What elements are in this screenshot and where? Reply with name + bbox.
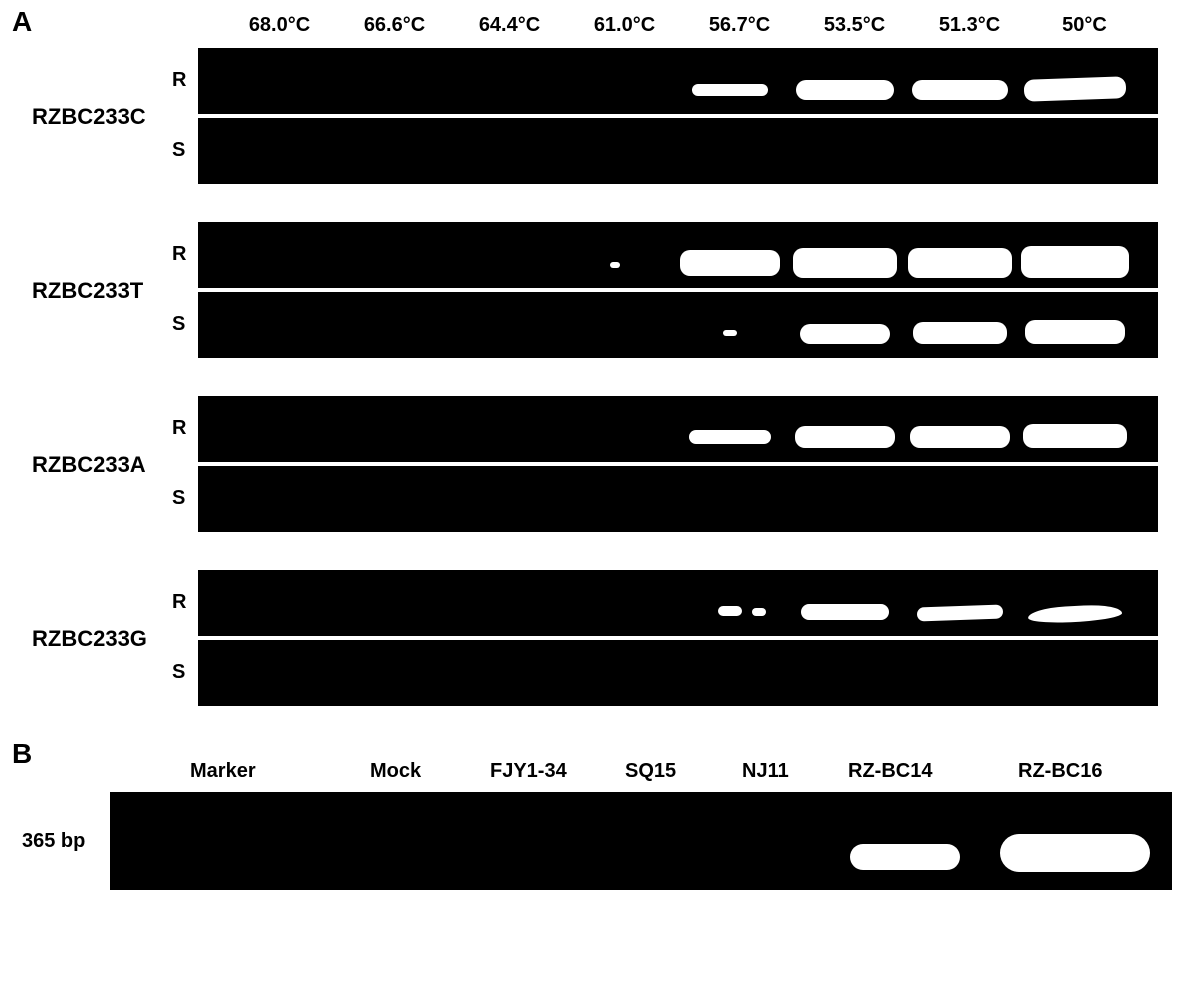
gel-band [916,605,1002,622]
gel-band [908,248,1012,278]
panel-a-label: A [12,6,32,38]
gel-divider [198,462,1158,466]
gel-divider [198,114,1158,118]
panel-a-column-headers: 68.0°C66.6°C64.4°C61.0°C56.7°C53.5°C51.3… [222,14,1142,37]
panel-a-col-header: 53.5°C [797,14,912,37]
gel-row-label: R [172,591,186,614]
panel-b-col-header: RZ-BC14 [848,760,932,783]
panel-b-size-label: 365 bp [22,830,85,853]
panel-a-col-header: 56.7°C [682,14,797,37]
gel-band [910,426,1010,448]
panel-b-col-header: SQ15 [625,760,676,783]
panel-b-col-header: FJY1-34 [490,760,567,783]
gel-row-label: R [172,69,186,92]
gel-divider [198,636,1158,640]
gel-group-label: RZBC233C [32,104,146,130]
gel-band [692,84,768,96]
gel-band [1023,76,1126,102]
gel-band [912,80,1008,100]
gel-group-label: RZBC233T [32,278,143,304]
panel-a-col-header: 51.3°C [912,14,1027,37]
gel-band [1027,604,1122,625]
panel-a-col-header: 64.4°C [452,14,567,37]
panel-b-column-headers: Marker Mock FJY1-34 SQ15 NJ11 RZ-BC14 RZ-BC16 [0,760,1203,784]
gel-row-label: S [172,487,185,510]
panel-b-col-header: Marker [190,760,256,783]
gel-band [752,608,766,616]
panel-b-gel [110,792,1172,890]
gel-band [801,604,889,620]
gel-group-label: RZBC233A [32,452,146,478]
gel-row-label: R [172,417,186,440]
gel-band [800,324,890,344]
gel-band [793,248,897,278]
gel-band [1023,424,1127,448]
gel-band [680,250,780,276]
gel-row-label: S [172,313,185,336]
gel-block [198,396,1158,532]
panel-a-col-header: 61.0°C [567,14,682,37]
gel-band [795,426,895,448]
panel-b-col-header: NJ11 [742,760,789,783]
panel-a-col-header: 68.0°C [222,14,337,37]
gel-row-label: S [172,139,185,162]
gel-divider [198,288,1158,292]
panel-b-col-header: Mock [370,760,421,783]
panel-b-col-header: RZ-BC16 [1018,760,1102,783]
gel-band [1025,320,1125,344]
gel-band [1021,246,1129,278]
gel-band [718,606,742,616]
gel-band [610,262,620,268]
gel-block [198,222,1158,358]
gel-band [689,430,771,444]
gel-block [198,48,1158,184]
panel-a-col-header: 66.6°C [337,14,452,37]
panel-a-col-header: 50°C [1027,14,1142,37]
gel-band [796,80,894,100]
gel-band [723,330,737,336]
gel-block [198,570,1158,706]
gel-band [913,322,1007,344]
gel-band [850,844,960,870]
gel-band [1000,834,1150,872]
gel-row-label: S [172,661,185,684]
gel-row-label: R [172,243,186,266]
gel-group-label: RZBC233G [32,626,147,652]
